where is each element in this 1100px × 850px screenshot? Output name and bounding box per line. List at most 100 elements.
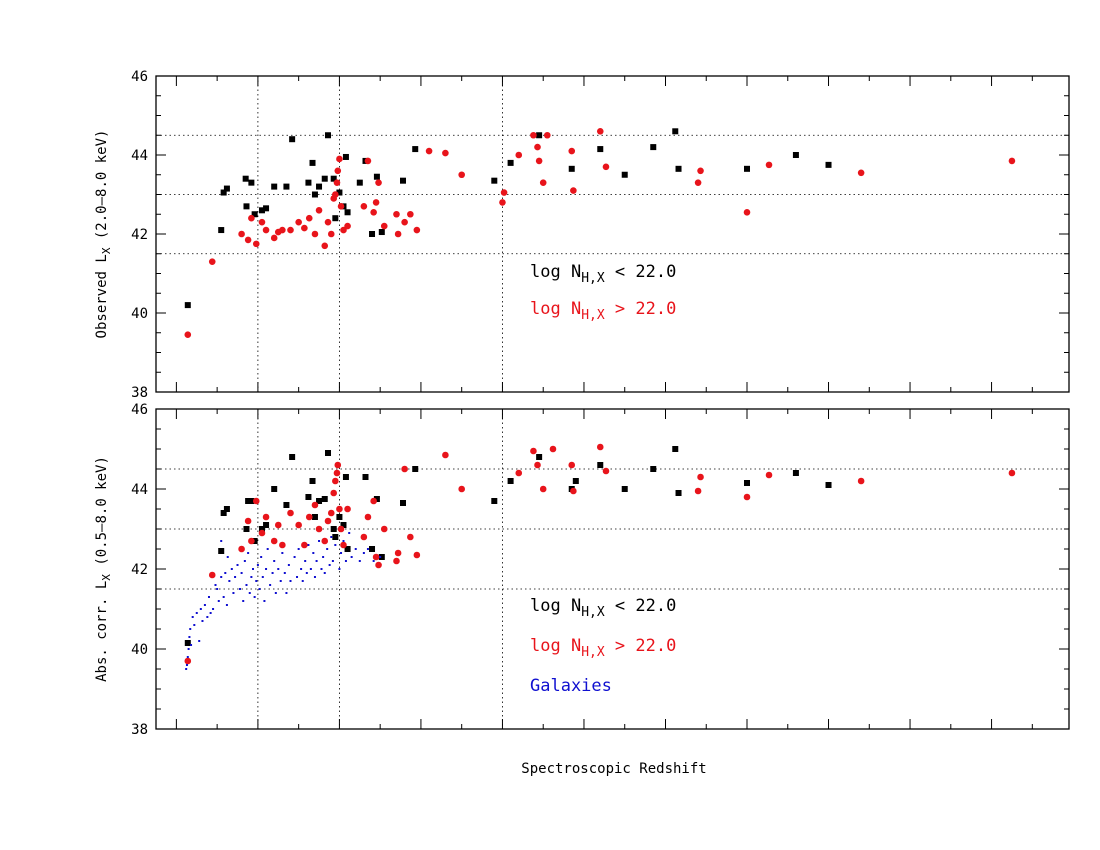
data-point-dot xyxy=(283,572,286,574)
data-point-square xyxy=(220,510,227,516)
legend-entry: log NH,X < 22.0 xyxy=(530,596,676,620)
data-point-dot xyxy=(331,560,334,562)
data-point-circle xyxy=(244,517,252,525)
data-point-square xyxy=(332,215,339,222)
data-point-dot xyxy=(203,604,206,606)
data-point-square xyxy=(283,183,290,190)
data-point-dot xyxy=(199,608,202,610)
data-point-dot xyxy=(296,576,299,578)
data-point-dot xyxy=(285,592,288,594)
data-point-circle xyxy=(333,179,341,186)
data-point-square xyxy=(344,546,351,552)
data-point-circle xyxy=(425,147,433,155)
data-point-dot xyxy=(362,552,365,554)
data-point-circle xyxy=(208,571,216,579)
data-point-circle xyxy=(208,258,216,265)
data-point-square xyxy=(330,175,337,182)
data-point-dot xyxy=(340,552,343,554)
data-point-square xyxy=(536,454,543,460)
data-point-circle xyxy=(534,143,541,151)
data-point-circle xyxy=(262,513,270,521)
data-point-square xyxy=(263,205,270,212)
data-point-dot xyxy=(309,568,312,570)
data-point-circle xyxy=(344,505,351,513)
data-point-square xyxy=(342,153,349,160)
data-point-square xyxy=(572,478,579,484)
data-point-dot xyxy=(328,564,331,566)
y-tick-label: 42 xyxy=(131,562,148,578)
data-point-dot xyxy=(289,580,292,582)
data-point-circle xyxy=(333,469,341,477)
data-point-square xyxy=(792,470,799,476)
data-point-dot xyxy=(334,544,337,546)
data-point-circle xyxy=(596,128,604,135)
data-point-dot xyxy=(220,576,223,578)
data-point-circle xyxy=(765,161,773,169)
data-point-dot xyxy=(261,576,264,578)
data-point-square xyxy=(336,189,343,196)
data-point-square xyxy=(399,177,406,184)
y-tick-label: 38 xyxy=(131,385,148,401)
data-point-dot xyxy=(189,628,192,630)
data-point-circle xyxy=(258,529,266,537)
data-point-square xyxy=(744,480,751,486)
data-point-circle xyxy=(184,657,192,665)
data-point-circle xyxy=(301,224,308,232)
data-point-dot xyxy=(253,596,256,598)
data-point-dot xyxy=(245,584,248,586)
data-point-square xyxy=(220,189,227,196)
data-point-circle xyxy=(258,218,266,226)
data-point-square xyxy=(316,498,323,504)
data-point-square xyxy=(369,546,376,552)
data-point-circle xyxy=(311,230,319,238)
data-point-circle xyxy=(279,226,286,234)
data-point-square xyxy=(373,496,380,502)
data-point-circle xyxy=(184,331,192,339)
data-point-circle xyxy=(394,549,402,557)
data-point-dot xyxy=(300,568,303,570)
data-point-square xyxy=(825,161,832,168)
data-point-square xyxy=(672,446,679,452)
data-point-dot xyxy=(224,572,227,574)
data-point-circle xyxy=(442,149,449,157)
data-point-square xyxy=(321,175,328,182)
data-point-dot xyxy=(348,532,351,534)
data-point-dot xyxy=(206,616,209,618)
data-point-dot xyxy=(247,552,250,554)
y-tick-label: 44 xyxy=(131,148,148,164)
data-point-square xyxy=(675,165,682,172)
data-point-circle xyxy=(570,487,577,495)
data-point-square xyxy=(248,179,255,186)
data-point-square xyxy=(243,203,250,210)
data-point-circle xyxy=(535,157,543,165)
data-point-dot xyxy=(320,568,323,570)
data-point-dot xyxy=(358,560,361,562)
y-tick-label: 46 xyxy=(131,402,148,418)
data-point-circle xyxy=(334,167,342,175)
data-point-circle xyxy=(499,199,506,206)
data-point-circle xyxy=(270,537,278,545)
data-point-dot xyxy=(318,540,321,542)
data-point-dot xyxy=(350,556,353,558)
data-point-square xyxy=(271,486,278,492)
data-point-dot xyxy=(207,596,210,598)
data-point-circle xyxy=(287,226,294,234)
data-point-dot xyxy=(186,656,189,658)
data-point-circle xyxy=(401,465,408,473)
data-point-dot xyxy=(190,644,193,646)
data-point-square xyxy=(412,146,419,153)
data-point-circle xyxy=(336,505,343,513)
data-point-dot xyxy=(220,540,223,542)
data-point-dot xyxy=(255,580,258,582)
data-point-circle xyxy=(327,509,335,517)
data-point-circle xyxy=(327,230,335,238)
y-tick-label: 44 xyxy=(131,482,148,498)
data-point-circle xyxy=(549,445,557,453)
data-point-dot xyxy=(243,560,246,562)
data-point-circle xyxy=(530,131,537,139)
data-point-square xyxy=(271,183,278,190)
data-point-circle xyxy=(324,517,332,525)
data-point-dot xyxy=(271,572,274,574)
data-point-dot xyxy=(250,576,253,578)
